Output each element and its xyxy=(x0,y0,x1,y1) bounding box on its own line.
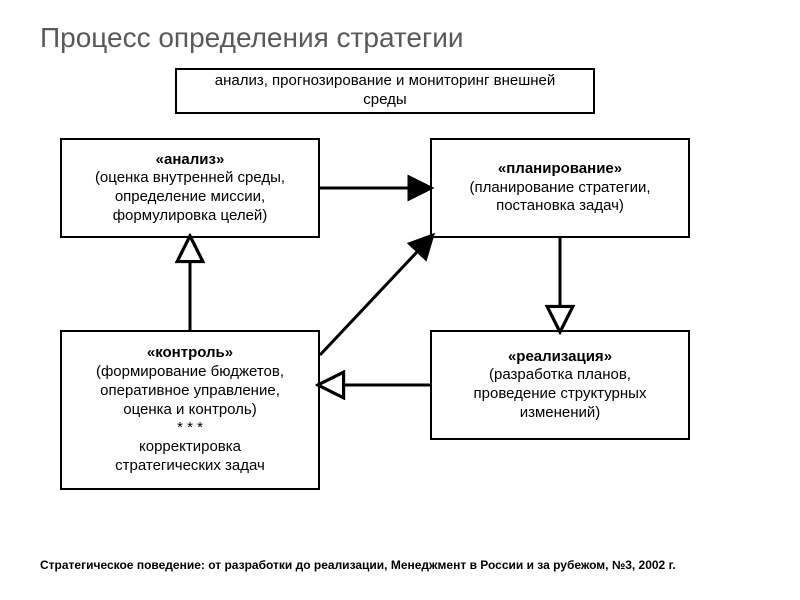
box-line: постановка задач) xyxy=(496,197,624,216)
box-heading: «контроль» xyxy=(147,344,233,363)
box-heading: «планирование» xyxy=(498,160,622,179)
box-line: (разработка планов, xyxy=(489,366,631,385)
box-control: «контроль»(формирование бюджетов,операти… xyxy=(60,330,320,490)
box-heading: «реализация» xyxy=(508,348,612,367)
box-line: проведение структурных xyxy=(474,385,647,404)
box-external-env: анализ, прогнозирование и мониторинг вне… xyxy=(175,68,595,114)
box-line: стратегических задач xyxy=(115,457,265,476)
box-line: оперативное управление, xyxy=(100,382,280,401)
box-line: изменений) xyxy=(520,404,601,423)
box-line: оценка и контроль) xyxy=(123,401,256,420)
box-line: определение миссии, xyxy=(115,188,265,207)
footer-citation: Стратегическое поведение: от разработки … xyxy=(40,558,676,572)
box-line: корректировка xyxy=(139,438,241,457)
box-line: (оценка внутренней среды, xyxy=(95,169,285,188)
box-line: среды xyxy=(363,91,406,110)
page-title: Процесс определения стратегии xyxy=(40,22,463,54)
box-line: * * * xyxy=(177,419,203,438)
box-realization: «реализация»(разработка планов,проведени… xyxy=(430,330,690,440)
box-line: формулировка целей) xyxy=(113,207,268,226)
box-analysis: «анализ»(оценка внутренней среды,определ… xyxy=(60,138,320,238)
box-heading: «анализ» xyxy=(156,151,225,170)
box-line: анализ, прогнозирование и мониторинг вне… xyxy=(215,72,556,91)
arrow xyxy=(320,236,432,355)
box-line: (формирование бюджетов, xyxy=(96,363,284,382)
box-line: (планирование стратегии, xyxy=(469,179,650,198)
box-planning: «планирование»(планирование стратегии,по… xyxy=(430,138,690,238)
